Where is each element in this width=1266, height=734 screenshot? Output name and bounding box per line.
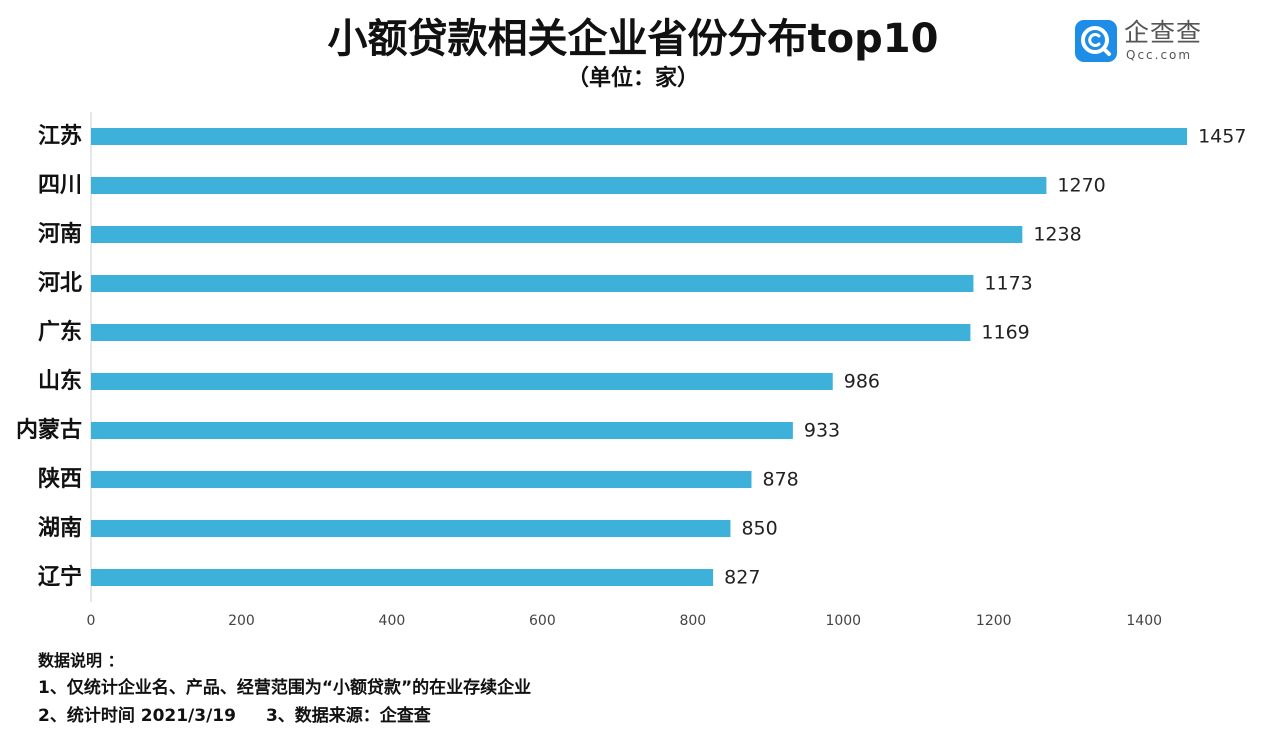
notes-line-2: 2、统计时间 2021/3/19 3、数据来源：企查查	[38, 702, 1238, 730]
category-label: 河北	[38, 271, 82, 296]
qcc-logo: 企查查 Qcc.com	[1075, 18, 1215, 64]
value-label: 986	[844, 371, 880, 393]
bar	[91, 520, 731, 537]
chart-subtitle-unit: （单位：家）	[566, 66, 699, 91]
qcc-logo-icon	[1075, 20, 1117, 62]
value-label: 827	[724, 567, 760, 589]
bar	[91, 128, 1188, 145]
logo-domain: Qcc.com	[1126, 48, 1193, 62]
bar	[91, 471, 752, 488]
value-label: 878	[763, 469, 799, 491]
category-label: 河南	[38, 222, 82, 247]
bar	[91, 373, 833, 390]
data-notes: 数据说明 ： 1、仅统计企业名、产品、经营范围为“小额贷款”的在业存续企业 2、…	[38, 648, 1238, 730]
bar-chart: 江苏 1457 四川 1270 河南 1238 河北 1173 广东 1169 山东 986 内蒙古 93…	[16, 112, 1246, 629]
chart-title: 小额贷款相关企业省份分布top10	[327, 16, 939, 62]
notes-line-1: 1、仅统计企业名、产品、经营范围为“小额贷款”的在业存续企业	[38, 678, 532, 698]
category-label: 辽宁	[38, 564, 82, 590]
category-label: 内蒙古	[16, 417, 82, 443]
bar	[91, 226, 1023, 243]
bar	[91, 324, 971, 341]
category-label: 湖南	[38, 516, 82, 541]
bar	[91, 177, 1047, 194]
value-label: 1238	[1033, 224, 1081, 246]
value-label: 850	[741, 518, 777, 540]
x-tick-label: 1400	[1126, 613, 1162, 629]
x-tick-label: 1000	[825, 613, 861, 629]
x-tick-label: 0	[87, 613, 96, 629]
category-label: 广东	[38, 319, 82, 345]
value-label: 933	[804, 420, 840, 442]
category-label: 四川	[38, 173, 82, 198]
value-label: 1173	[984, 273, 1032, 295]
x-tick-label: 600	[529, 613, 556, 629]
category-label: 陕西	[38, 467, 82, 492]
value-label: 1169	[981, 322, 1029, 344]
x-tick-label: 400	[379, 613, 406, 629]
logo-name: 企查查	[1124, 18, 1203, 47]
category-label: 江苏	[38, 123, 82, 149]
value-label: 1270	[1057, 175, 1105, 197]
bar	[91, 275, 974, 292]
notes-line-2-source: 3、数据来源：企查查	[265, 706, 431, 726]
bar	[91, 422, 793, 439]
x-tick-label: 200	[228, 613, 255, 629]
notes-heading: 数据说明 ：	[38, 651, 124, 670]
x-tick-label: 1200	[976, 613, 1012, 629]
x-tick-label: 800	[679, 613, 706, 629]
category-label: 山东	[38, 368, 82, 394]
value-label: 1457	[1198, 126, 1246, 148]
notes-line-2-date: 2、统计时间 2021/3/19	[38, 706, 236, 726]
bar	[91, 569, 714, 586]
